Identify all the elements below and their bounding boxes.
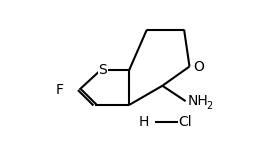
Text: O: O [193,60,204,74]
Text: H: H [139,115,149,129]
Text: F: F [56,83,64,97]
Text: Cl: Cl [179,115,192,129]
Text: NH: NH [188,94,209,108]
Text: 2: 2 [206,100,213,111]
Text: S: S [98,63,107,77]
